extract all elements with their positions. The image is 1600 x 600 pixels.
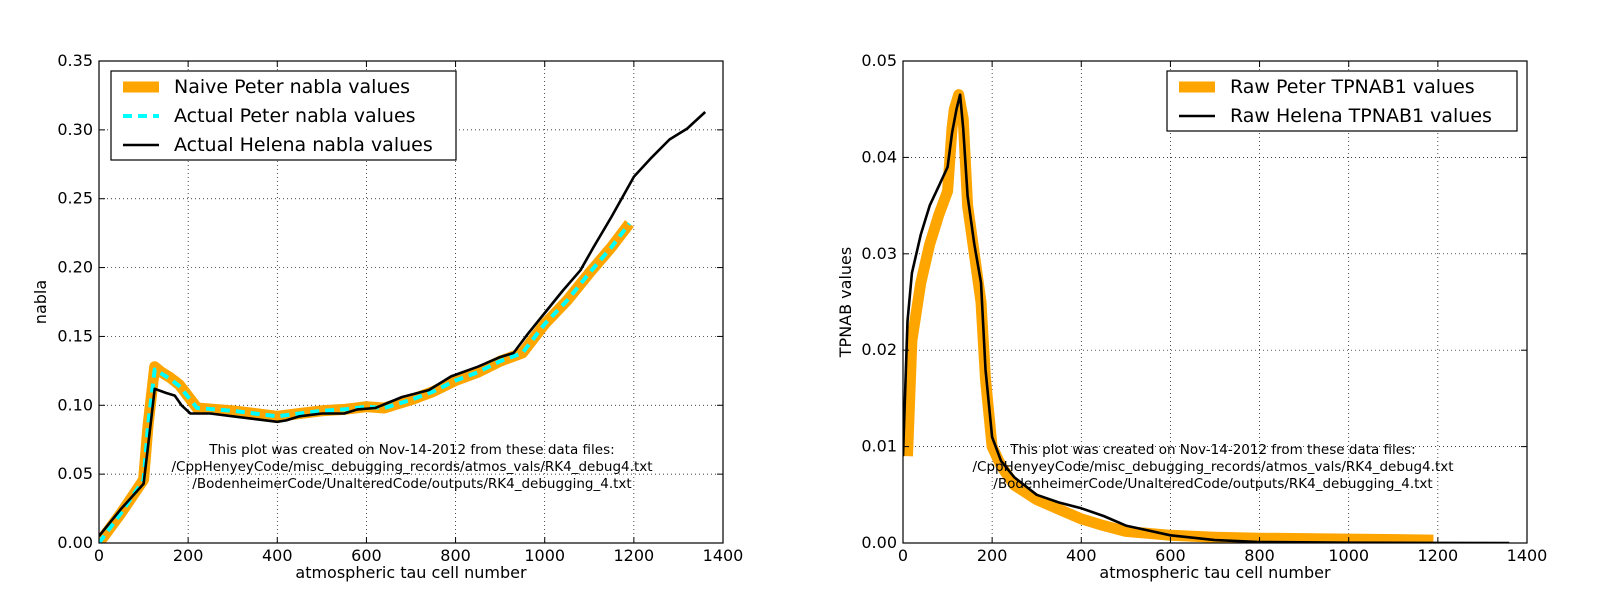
- chart-0-series-1-line: [99, 222, 631, 543]
- chart-1-axes-frame: [902, 60, 1528, 544]
- chart-1-annotation-line: /CppHenyeyCode/misc_debugging_records/at…: [972, 459, 1453, 475]
- chart-1-xtick-label: 1000: [1328, 546, 1369, 565]
- chart-1-xtick-label: 400: [1066, 546, 1097, 565]
- chart-1-ytick-label: 0.01: [861, 437, 897, 456]
- chart-0-xtick-label: 600: [351, 546, 382, 565]
- chart-0-ytick-label: 0.05: [57, 464, 93, 483]
- chart-0-ytick-label: 0.00: [57, 533, 93, 552]
- chart-0-annotation-line: /CppHenyeyCode/misc_debugging_records/at…: [171, 459, 652, 475]
- chart-0-annotation-line: /BodenheimerCode/UnalteredCode/outputs/R…: [192, 476, 631, 492]
- chart-1-annotation-line: /BodenheimerCode/UnalteredCode/outputs/R…: [993, 476, 1432, 492]
- chart-0-legend-label-2: Actual Helena nabla values: [174, 134, 433, 156]
- chart-0-xtick-label: 1200: [613, 546, 654, 565]
- chart-1-ytick-label: 0.03: [861, 244, 897, 263]
- chart-1-ylabel: TPNAB values: [836, 247, 855, 358]
- chart-1-xtick-label: 600: [1155, 546, 1186, 565]
- chart-0-series-group: [99, 111, 707, 543]
- chart-0-xtick-label: 800: [440, 546, 471, 565]
- chart-1-xtick-label: 800: [1244, 546, 1275, 565]
- chart-0-ytick-label: 0.30: [57, 120, 93, 139]
- chart-0-ytick-label: 0.10: [57, 395, 93, 414]
- chart-0-xtick-label: 1000: [524, 546, 565, 565]
- chart-1-annotation-line: This plot was created on Nov-14-2012 fro…: [1009, 442, 1415, 458]
- chart-1-legend-label-0: Raw Peter TPNAB1 values: [1230, 76, 1475, 98]
- chart-1-xtick-label: 0: [898, 546, 908, 565]
- chart-0-xtick-label: 1400: [703, 546, 744, 565]
- chart-1-xtick-label: 200: [977, 546, 1008, 565]
- chart-0-xtick-label: 200: [173, 546, 204, 565]
- chart-0-xlabel: atmospheric tau cell number: [295, 563, 527, 582]
- chart-0-series-2-line: [99, 111, 707, 537]
- chart-0-legend-box: [110, 70, 457, 161]
- chart-0-axes-frame: [98, 60, 724, 544]
- chart-0-ytick-label: 0.15: [57, 326, 93, 345]
- chart-1-ytick-label: 0.05: [861, 51, 897, 70]
- chart-0-legend-label-0: Naive Peter nabla values: [174, 76, 410, 98]
- right-plot-tpnab: 0 200 400 600 800 1000 1200 1400 0.00 0.01 0.02 0.0…: [836, 51, 1547, 582]
- left-plot-nabla: 0 200 400 600 800 1000 1200 1400 0.00 0.05 0.10 0.1…: [31, 51, 743, 582]
- chart-1-ytick-label: 0.04: [861, 147, 897, 166]
- chart-0-xtick-label: 0: [94, 546, 104, 565]
- chart-1-series-1-line: [903, 93, 1510, 543]
- chart-1-legend-box: [1166, 70, 1518, 132]
- chart-1-legend: Raw Peter TPNAB1 values Raw Helena TPNAB1…: [1166, 70, 1518, 132]
- chart-0-legend: Naive Peter nabla values Actual Peter nab…: [110, 70, 457, 161]
- chart-0-ylabel: nabla: [31, 280, 50, 324]
- chart-0-xtick-label: 400: [262, 546, 293, 565]
- chart-1-xlabel: atmospheric tau cell number: [1099, 563, 1331, 582]
- chart-1-ytick-label: 0.00: [861, 533, 897, 552]
- chart-0-ytick-label: 0.20: [57, 258, 93, 277]
- chart-1-series-group: [903, 89, 1510, 543]
- chart-1-ytick-label: 0.02: [861, 340, 897, 359]
- chart-0-ytick-label: 0.25: [57, 189, 93, 208]
- chart-1-xtick-label: 1200: [1417, 546, 1458, 565]
- chart-0-ytick-label: 0.35: [57, 51, 93, 70]
- chart-0-annotation-line: This plot was created on Nov-14-2012 fro…: [208, 442, 614, 458]
- chart-0-legend-label-1: Actual Peter nabla values: [174, 105, 416, 127]
- chart-1-xtick-label: 1400: [1507, 546, 1548, 565]
- chart-1-legend-label-1: Raw Helena TPNAB1 values: [1230, 105, 1492, 127]
